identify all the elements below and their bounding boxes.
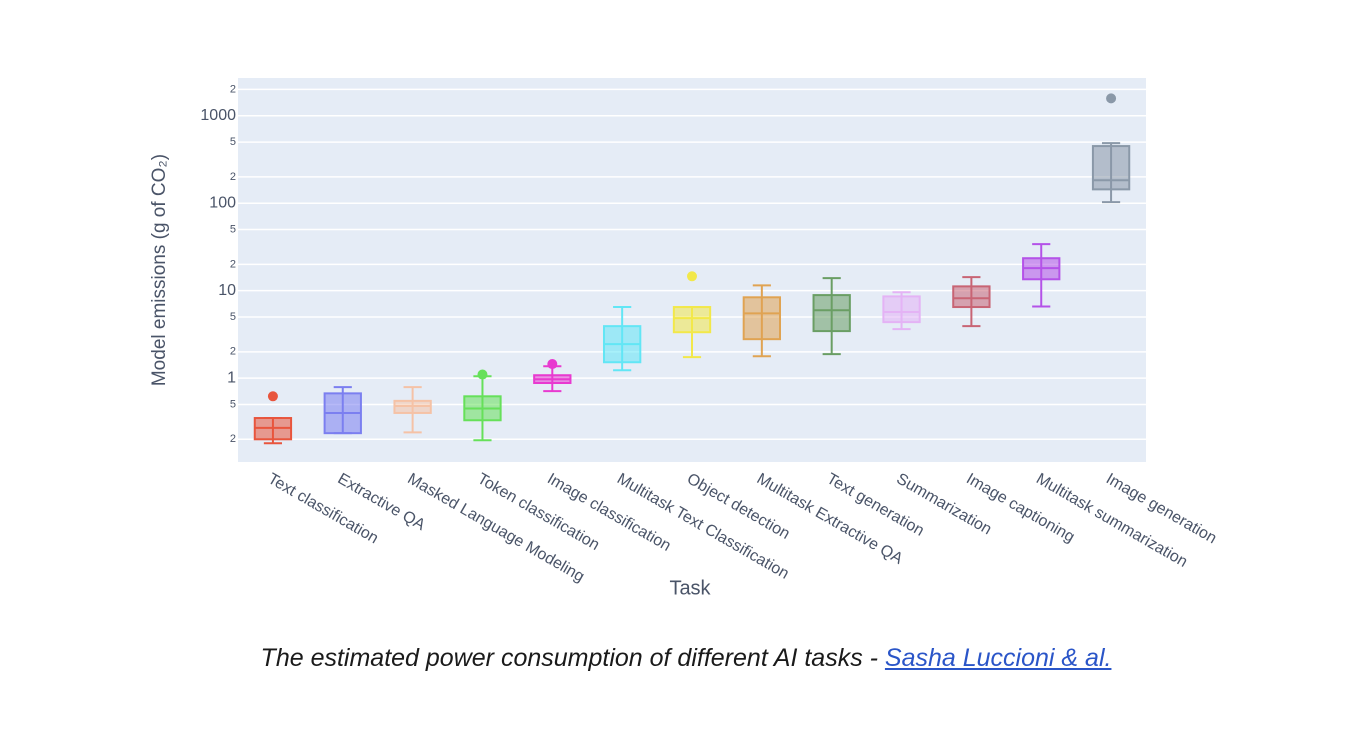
y-tick-label: 5 [230,398,236,410]
y-tick-label: 2 [230,171,236,183]
box [672,306,712,334]
x-axis-title: Task [669,577,711,599]
y-tick-label: 100 [209,194,236,211]
outlier [687,271,697,282]
outlier [1106,93,1117,104]
caption-link[interactable]: Sasha Luccioni & al. [884,644,1112,672]
outlier [267,391,278,402]
x-tick-label: Image generation [1103,470,1219,547]
y-tick-label: 1 [227,369,236,386]
y-axis-title: Model emissions (g of CO₂) [149,154,170,386]
y-tick-label: 2 [230,433,236,445]
outlier [547,359,558,370]
box [1091,145,1131,191]
y-tick-label: 2 [230,346,236,358]
y-tick-label: 2 [230,258,236,270]
chart: Model emissions (g of CO₂) Task 2 5 1 2 5 10 2… [149,78,1219,599]
caption-text: The estimated power consumption of diffe… [260,644,885,672]
y-tick-label: 10 [218,282,236,299]
outlier [477,369,488,380]
box [952,285,991,309]
x-tick-label: Token classification [474,470,602,554]
y-tick-label: 5 [230,223,236,235]
box [742,296,782,341]
y-tick-label: 5 [230,136,236,148]
y-tick-label: 2 [230,83,236,95]
caption: The estimated power consumption of diffe… [0,644,1372,673]
box [882,295,921,324]
y-tick-label: 5 [230,311,236,323]
x-tick-label: Image classification [544,470,673,555]
y-tick-label: 1000 [200,107,236,124]
box [812,294,851,333]
